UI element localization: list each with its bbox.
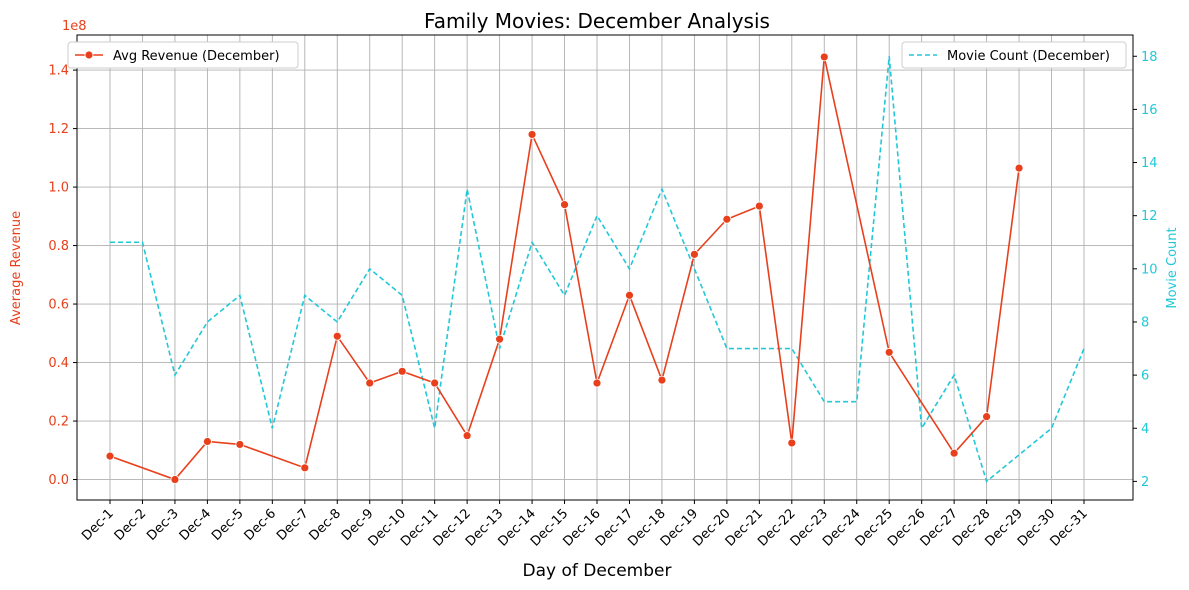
avg-revenue-point <box>1014 163 1024 173</box>
left-tick-label: 0.8 <box>48 239 69 254</box>
avg-revenue-point <box>365 378 375 388</box>
avg-revenue-point <box>235 440 245 449</box>
movie-count-line <box>110 56 1085 483</box>
grid <box>77 35 1133 500</box>
avg-revenue-point <box>495 334 505 344</box>
avg-revenue-point <box>527 130 537 139</box>
right-tick-label: 2 <box>1141 475 1149 490</box>
legend-right-box <box>901 41 1127 69</box>
right-tick-label: 12 <box>1141 209 1158 224</box>
left-tick-label: 0.2 <box>48 415 69 430</box>
right-tick-label: 16 <box>1141 103 1158 118</box>
legend-right-label: Movie Count (December) <box>947 49 1110 64</box>
x-axis-ticks: Dec-1Dec-2Dec-3Dec-4Dec-5Dec-6Dec-7Dec-8… <box>79 500 1091 550</box>
avg-revenue-point <box>722 214 732 224</box>
left-tick-label: 0.4 <box>48 356 69 371</box>
avg-revenue-point <box>105 451 115 461</box>
avg-revenue-point <box>462 431 472 441</box>
x-tick-label: Dec-1 <box>79 506 117 544</box>
right-tick-label: 8 <box>1141 315 1149 330</box>
avg-revenue-point <box>560 200 569 210</box>
avg-revenue-point <box>202 437 212 446</box>
avg-revenue-point <box>690 249 699 259</box>
avg-revenue-point <box>170 475 180 484</box>
avg-revenue-point <box>430 378 440 388</box>
legend-left-label: Avg Revenue (December) <box>113 49 280 64</box>
avg-revenue-point <box>625 290 634 300</box>
right-tick-label: 4 <box>1141 422 1149 437</box>
legend-left: Avg Revenue (December) <box>67 41 299 69</box>
legend-left-marker <box>84 50 94 60</box>
left-tick-label: 0.0 <box>48 473 69 488</box>
movie-count-series <box>110 56 1085 483</box>
x-tick-label: Dec-4 <box>177 506 215 544</box>
left-tick-label: 1.2 <box>48 122 69 137</box>
left-axis-ticks: 0.0 0.2 0.4 0.6 0.8 1.0 1.2 1.4 <box>48 64 77 488</box>
avg-revenue-point <box>592 378 602 388</box>
legend-right: Movie Count (December) <box>901 41 1127 69</box>
right-tick-label: 6 <box>1141 369 1149 384</box>
chart-title: Family Movies: December Analysis <box>424 9 770 33</box>
left-axis-label: Average Revenue <box>9 211 24 325</box>
x-axis-label: Day of December <box>523 561 672 581</box>
x-tick-label: Dec-8 <box>307 506 345 544</box>
x-tick-label: Dec-5 <box>209 506 247 544</box>
avg-revenue-point <box>787 438 797 448</box>
avg-revenue-point <box>982 412 991 422</box>
avg-revenue-point <box>884 347 894 357</box>
left-tick-label: 0.6 <box>48 298 69 313</box>
right-axis-label: Movie Count <box>1165 227 1180 308</box>
avg-revenue-series <box>105 52 1024 484</box>
avg-revenue-point <box>657 375 667 385</box>
plot-frame <box>76 34 1134 501</box>
right-tick-label: 14 <box>1141 156 1158 171</box>
left-tick-label: 1.4 <box>48 64 69 79</box>
left-tick-label: 1.0 <box>48 181 69 196</box>
legend-left-box <box>67 41 299 69</box>
x-tick-label: Dec-3 <box>144 506 182 544</box>
right-tick-label: 10 <box>1141 262 1158 277</box>
x-tick-label: Dec-7 <box>274 506 312 544</box>
avg-revenue-point <box>397 366 407 376</box>
x-tick-label: Dec-2 <box>112 506 150 544</box>
avg-revenue-point <box>300 463 310 473</box>
left-axis-offset: 1e8 <box>62 19 87 34</box>
avg-revenue-point <box>949 448 959 458</box>
avg-revenue-point <box>754 201 764 211</box>
right-tick-label: 18 <box>1141 50 1158 65</box>
avg-revenue-point <box>819 52 829 62</box>
right-axis-ticks: 2 4 6 8 10 12 14 16 18 <box>1133 50 1158 490</box>
x-tick-label: Dec-6 <box>242 506 280 544</box>
avg-revenue-point <box>332 331 342 341</box>
